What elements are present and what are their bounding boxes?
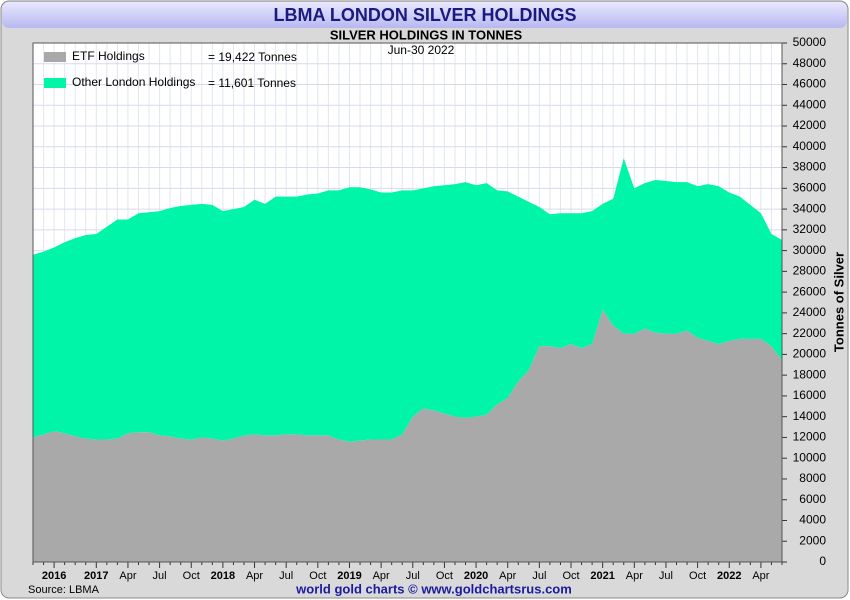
y-tick-label: 24000 bbox=[793, 305, 827, 319]
x-tick-label: 2018 bbox=[211, 570, 235, 582]
y-tick-label: 6000 bbox=[799, 492, 826, 506]
y-tick-label: 34000 bbox=[793, 201, 827, 215]
y-tick-label: 4000 bbox=[799, 513, 826, 527]
x-tick-label: Oct bbox=[689, 570, 706, 582]
y-tick-label: 30000 bbox=[793, 243, 827, 257]
y-tick-label: 12000 bbox=[793, 430, 827, 444]
x-tick-label: 2021 bbox=[590, 570, 614, 582]
x-tick-label: Jul bbox=[532, 570, 546, 582]
x-tick-label: 2020 bbox=[464, 570, 488, 582]
y-tick-label: 10000 bbox=[793, 450, 827, 464]
x-tick-label: Oct bbox=[562, 570, 579, 582]
x-tick-label: Oct bbox=[183, 570, 200, 582]
legend-value: = 11,601 Tonnes bbox=[208, 76, 296, 90]
legend-swatch bbox=[44, 52, 66, 62]
date-label: Jun-30 2022 bbox=[388, 43, 455, 57]
y-tick-label: 32000 bbox=[793, 222, 827, 236]
y-axis-label: Tonnes of Silver bbox=[831, 252, 846, 352]
y-tick-label: 38000 bbox=[793, 160, 827, 174]
x-tick-label: 2019 bbox=[337, 570, 361, 582]
x-tick-label: Jul bbox=[406, 570, 420, 582]
legend-label: ETF Holdings bbox=[72, 49, 145, 63]
legend-value: = 19,422 Tonnes bbox=[208, 50, 297, 64]
x-tick-label: Jul bbox=[153, 570, 167, 582]
x-tick-label: Apr bbox=[626, 570, 643, 582]
y-tick-label: 42000 bbox=[793, 118, 827, 132]
y-tick-label: 28000 bbox=[793, 264, 827, 278]
y-tick-label: 46000 bbox=[793, 77, 827, 91]
x-tick-label: 2016 bbox=[42, 570, 66, 582]
x-tick-label: Apr bbox=[246, 570, 263, 582]
plot-border bbox=[32, 42, 783, 563]
legend-label: Other London Holdings bbox=[72, 75, 195, 89]
area bbox=[33, 158, 782, 442]
x-tick-label: Apr bbox=[499, 570, 516, 582]
y-tick-label: 40000 bbox=[793, 139, 827, 153]
y-tick-label: 18000 bbox=[793, 367, 827, 381]
x-tick-label: Apr bbox=[373, 570, 390, 582]
legend-swatch bbox=[44, 78, 66, 88]
y-tick-label: 14000 bbox=[793, 409, 827, 423]
x-tick-label: 2017 bbox=[84, 570, 108, 582]
title-bar bbox=[2, 2, 847, 28]
area bbox=[33, 309, 782, 562]
x-tick-label: Oct bbox=[436, 570, 453, 582]
credit: world gold charts © www.goldchartsrus.co… bbox=[295, 581, 572, 596]
y-tick-label: 26000 bbox=[793, 284, 827, 298]
x-tick-label: 2022 bbox=[717, 570, 741, 582]
y-tick-label: 22000 bbox=[793, 326, 827, 340]
y-tick-label: 2000 bbox=[799, 533, 826, 547]
x-tick-label: Jul bbox=[659, 570, 673, 582]
y-tick-label: 36000 bbox=[793, 180, 827, 194]
x-tick-label: Oct bbox=[309, 570, 326, 582]
y-tick-label: 8000 bbox=[799, 471, 826, 485]
y-tick-label: 48000 bbox=[793, 56, 827, 70]
x-tick-label: Apr bbox=[119, 570, 136, 582]
subtitle: SILVER HOLDINGS IN TONNES bbox=[330, 27, 523, 42]
source: Source: LBMA bbox=[28, 584, 100, 596]
y-tick-label: 16000 bbox=[793, 388, 827, 402]
y-tick-label: 20000 bbox=[793, 347, 827, 361]
y-tick-label: 50000 bbox=[793, 35, 827, 49]
chart-title: LBMA LONDON SILVER HOLDINGS bbox=[274, 5, 577, 25]
y-tick-label: 0 bbox=[819, 554, 826, 568]
y-tick-label: 44000 bbox=[793, 97, 827, 111]
x-tick-label: Jul bbox=[279, 570, 293, 582]
x-tick-label: Apr bbox=[752, 570, 769, 582]
